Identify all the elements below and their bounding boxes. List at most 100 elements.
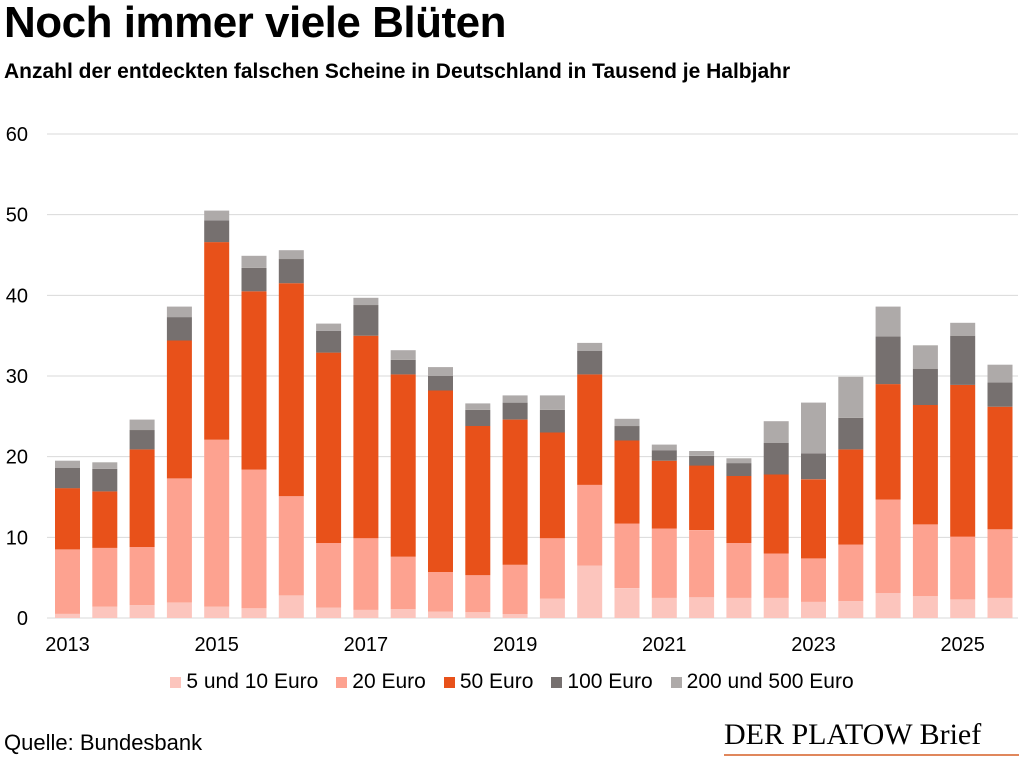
bar-stack [353,297,379,618]
bar-stack [166,306,192,618]
bar-segment [92,462,118,469]
bar-segment [875,306,901,337]
bar-stack [614,418,640,618]
x-axis-ticks: 2013 2015 2017 2019 2021 2023 2025 [45,634,985,656]
bar-segment [950,322,976,336]
bar-segment [689,597,715,618]
bar-stack [577,342,603,618]
y-tick-label: 50 [6,205,28,227]
bar-segment [689,455,715,466]
bar-segment [838,449,864,545]
bar-segment [539,432,565,539]
bar-segment [689,530,715,598]
bar-segment [502,564,528,614]
bar-segment [502,614,528,618]
bar-segment [801,402,826,454]
y-tick-label: 10 [6,527,28,549]
bar-segment [651,450,677,461]
bar-segment [204,210,230,221]
bar-segment [726,597,752,618]
bar-segment [801,453,826,480]
brand-logo: DER PLATOW Brief [724,718,982,751]
y-axis-ticks: 0 10 20 30 40 50 60 [6,124,28,630]
bar-stack [950,322,976,618]
bar-segment [875,336,901,385]
bar-segment [801,601,826,618]
bar-segment [912,524,938,597]
bar-stack [129,419,155,618]
bar-segment [353,335,379,539]
bar-segment [577,484,603,566]
bar-segment [950,599,976,618]
bar-stack [539,395,565,618]
y-tick-label: 20 [6,447,28,469]
bar-segment [987,382,1013,407]
bar-segment [129,430,155,450]
bar-segment [801,558,826,602]
bar-segment [55,460,80,468]
legend-label: 20 Euro [352,670,426,693]
bar-segment [726,463,752,476]
bar-segment [278,283,304,497]
bar-segment [353,305,379,336]
bar-segment [987,406,1013,530]
bar-segment [838,376,864,418]
bar-segment [651,597,677,618]
bar-segment [92,468,118,492]
bar-segment [465,575,491,613]
bar-segment [577,565,603,618]
legend-item: 5 und 10 Euro [170,670,318,694]
bar-segment [92,547,118,607]
legend-swatch [670,676,682,688]
chart-subtitle: Anzahl der entdeckten falschen Scheine i… [4,60,791,83]
bar-stack [875,306,901,618]
bar-segment [614,523,640,589]
bar-segment [241,255,267,268]
bar-segment [166,602,192,618]
bar-segment [316,323,342,331]
brand-underline [724,754,1019,756]
y-tick-label: 30 [6,366,28,388]
bar-segment [353,297,379,306]
bar-segment [763,443,789,475]
bar-segment [465,409,491,426]
bar-segment [166,317,192,341]
bar-segment [278,496,304,596]
bar-stack [92,462,118,618]
bar-stack [204,210,230,618]
bar-stack [987,364,1013,618]
source-note: Quelle: Bundesbank [4,730,203,755]
bar-segment [129,605,155,618]
bar-segment [651,444,677,451]
bar-segment [428,376,453,391]
bar-segment [763,597,789,618]
x-tick-label: 2021 [642,634,687,656]
bar-segment [950,335,976,385]
bar-stack [390,350,416,618]
bar-segment [278,250,304,260]
bar-segment [726,458,752,464]
bar-segment [539,409,565,433]
bar-segment [614,418,640,427]
bar-segment [390,350,416,360]
bar-segment [204,220,230,243]
legend-swatch [443,676,455,688]
bar-segment [241,608,267,618]
bar-stack [912,345,938,618]
bar-stack [838,376,864,618]
y-tick-label: 0 [17,608,28,630]
legend-item: 100 Euro [551,670,653,694]
bar-segment [129,547,155,606]
legend-label: 200 und 500 Euro [686,670,854,693]
bar-segment [465,612,491,618]
bar-segment [912,345,938,369]
legend-label: 50 Euro [459,670,534,693]
bar-segment [92,606,118,618]
bar-segment [316,543,342,608]
bar-segment [614,440,640,524]
bar-segment [614,588,640,618]
bar-stack [316,323,342,618]
bar-segment [92,491,118,548]
x-tick-label: 2019 [493,634,538,656]
